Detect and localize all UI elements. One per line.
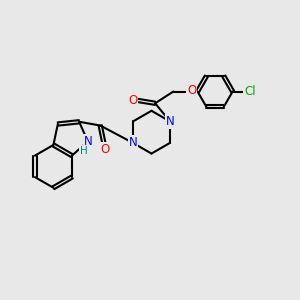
Text: N: N (166, 115, 174, 128)
Text: O: O (100, 143, 109, 156)
Text: H: H (80, 146, 87, 156)
Text: O: O (128, 94, 137, 107)
Text: O: O (187, 83, 196, 97)
Text: Cl: Cl (244, 85, 256, 98)
Text: N: N (129, 136, 137, 149)
Text: N: N (83, 135, 92, 148)
